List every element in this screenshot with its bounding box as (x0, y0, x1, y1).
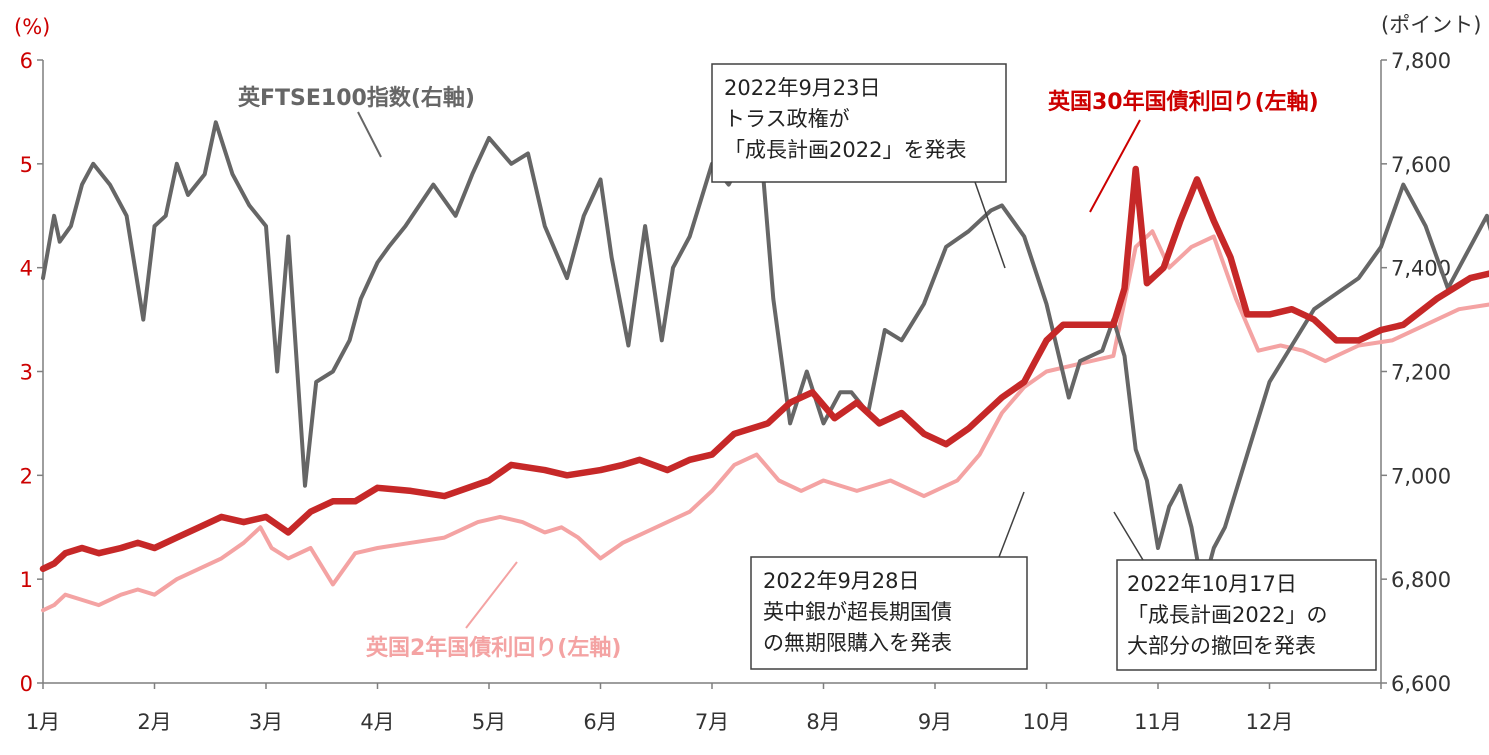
right-tick-label: 6,600 (1391, 672, 1451, 696)
right-axis-unit: (ポイント) (1381, 13, 1481, 37)
left-tick-label: 5 (20, 153, 33, 177)
annotation-leader-line (998, 491, 1025, 558)
right-tick-label: 7,000 (1391, 464, 1451, 488)
series-label-leader-ftse (357, 111, 382, 158)
x-tick-label: 5月 (472, 710, 506, 734)
annotation-text-line: 2022年10月17日 (1127, 572, 1297, 596)
series-label-leader-uk30 (1089, 119, 1141, 213)
series-label-ftse: 英FTSE100指数(右軸) (238, 85, 475, 111)
annotation-leader-line (974, 181, 1006, 269)
right-tick-label: 6,800 (1391, 568, 1451, 592)
annotation-text-line: 2022年9月28日 (763, 569, 920, 593)
x-tick-label: 7月 (695, 710, 729, 734)
x-tick-label: 4月 (360, 710, 394, 734)
left-tick-label: 4 (20, 257, 33, 281)
left-tick-label: 3 (20, 361, 33, 385)
x-tick-label: 12月 (1246, 710, 1294, 734)
annotation-text: 2022年10月17日「成長計画2022」の大部分の撤回を発表 (1127, 572, 1327, 658)
x-tick-label: 11月 (1134, 710, 1182, 734)
series-label-uk30: 英国30年国債利回り(左軸) (1048, 89, 1319, 115)
x-tick-label: 1月 (26, 710, 60, 734)
series-labels: 英FTSE100指数(右軸) 英国30年国債利回り(左軸) 英国2年国債利回り(左軸… (238, 85, 1319, 661)
annotation-text: 2022年9月28日英中銀が超長期国債の無期限購入を発表 (763, 569, 952, 655)
annotation-text-line: 「成長計画2022」の (1127, 603, 1327, 627)
annotation-text-line: 「成長計画2022」を発表 (724, 138, 966, 162)
annotation-leader-line (1113, 511, 1144, 561)
x-tick-label: 2月 (137, 710, 171, 734)
series-label-leader-uk2 (465, 561, 518, 629)
annotations: 2022年9月23日トラス政権が「成長計画2022」を発表2022年9月28日英… (711, 63, 1377, 671)
annotation-box (711, 63, 1007, 183)
annotation-text-line: 2022年9月23日 (724, 76, 881, 100)
series-line-uk2 (41, 229, 1489, 613)
annotation-text-line: 大部分の撤回を発表 (1127, 634, 1316, 658)
annotation-text-line: 英中銀が超長期国債 (763, 600, 952, 624)
annotation-text-line: の無期限購入を発表 (763, 631, 952, 655)
right-tick-label: 7,800 (1391, 49, 1451, 73)
x-tick-label: 3月 (249, 710, 283, 734)
right-tick-label: 7,600 (1391, 153, 1451, 177)
left-tick-label: 6 (20, 49, 33, 73)
left-tick-label: 0 (20, 672, 33, 696)
annotation-box (1116, 559, 1377, 671)
series-line-uk30 (39, 165, 1489, 573)
series-label-uk2: 英国2年国債利回り(左軸) (366, 635, 621, 661)
series-lines (39, 120, 1489, 613)
annotation-text-line: トラス政権が (724, 107, 850, 131)
annotation-text: 2022年9月23日トラス政権が「成長計画2022」を発表 (724, 76, 966, 162)
x-tick-label: 6月 (583, 710, 617, 734)
x-tick-label: 9月 (918, 710, 952, 734)
left-tick-label: 2 (20, 464, 33, 488)
right-tick-label: 7,200 (1391, 361, 1451, 385)
left-tick-label: 1 (20, 568, 33, 592)
x-tick-label: 10月 (1023, 710, 1071, 734)
x-tick-label: 8月 (806, 710, 840, 734)
axes: 01234566,6006,8007,0007,2007,4007,6007,8… (20, 49, 1452, 734)
left-axis-unit: (%) (14, 15, 50, 39)
annotation-box (750, 556, 1028, 670)
